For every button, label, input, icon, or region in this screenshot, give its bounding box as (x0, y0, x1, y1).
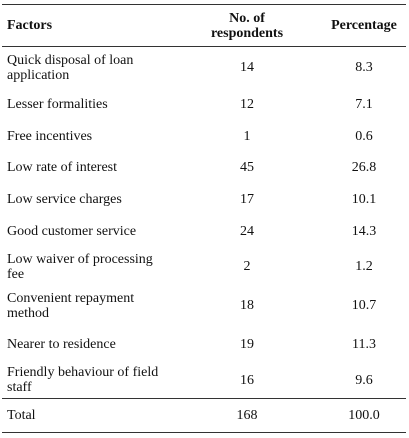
table-row: Quick disposal of loan application 14 8.3 (2, 47, 406, 89)
table-cell: 12 (240, 97, 254, 112)
header-cell: Percentage (331, 18, 397, 33)
table-cell: 45 (240, 160, 254, 175)
table-body: Quick disposal of loan application 14 8.3 L… (2, 47, 406, 399)
table-cell: 9.6 (355, 372, 373, 388)
table-cell: Nearer to residence (7, 336, 116, 352)
table-cell: 0.6 (355, 128, 373, 144)
header-cell: No. of respondents (172, 5, 322, 47)
table-cell: Low service charges (7, 192, 122, 207)
total-cell: 168 (236, 408, 258, 423)
total-row: Total 168 100.0 (2, 398, 406, 433)
table-cell: 11.3 (352, 336, 376, 352)
total-cell: Total (7, 408, 36, 423)
table-row: Low waiver of processing fee 2 1.2 (2, 248, 406, 286)
header-text: No. of respondents (210, 10, 284, 41)
table-cell: 1.2 (355, 259, 373, 274)
table-cell: 2 (243, 259, 251, 274)
total-cell: 100.0 (348, 408, 380, 423)
table-cell: 14 (240, 60, 254, 76)
table-cell: 24 (240, 224, 254, 239)
table-row: Good customer service 24 14.3 (2, 216, 406, 248)
header-row: Factors No. of respondents Percentage (2, 4, 406, 47)
table-cell: Quick disposal of loan application (7, 52, 134, 83)
table-cell: 10.1 (351, 192, 377, 207)
table-cell: Low rate of interest (7, 160, 118, 175)
table-row: Friendly behaviour of field staff 16 9.6 (2, 363, 406, 399)
data-table: Factors No. of respondents Percentage Qu… (2, 4, 406, 433)
table-cell: Friendly behaviour of field staff (7, 365, 159, 396)
table-cell: 18 (240, 298, 254, 313)
table-cell: 10.7 (351, 298, 377, 313)
table-cell: Good customer service (7, 224, 137, 239)
table-cell: 7.1 (355, 97, 373, 112)
table-row: Lesser formalities 12 7.1 (2, 89, 406, 121)
table-row: Free incentives 1 0.6 (2, 121, 406, 152)
table-cell: 17 (240, 192, 254, 207)
header-cell: Factors (7, 18, 53, 33)
table-cell: 8.3 (355, 60, 373, 76)
table-row: Low service charges 17 10.1 (2, 184, 406, 216)
table-cell: 16 (240, 372, 254, 388)
table-cell: 26.8 (351, 160, 377, 175)
table-cell: Convenient repayment method (7, 290, 135, 321)
table-cell: 19 (240, 336, 254, 352)
table-cell: Free incentives (7, 128, 93, 144)
table-cell: 14.3 (351, 224, 377, 239)
table-row: Low rate of interest 45 26.8 (2, 152, 406, 184)
table-cell: Lesser formalities (7, 97, 108, 112)
table-footer: Total 168 100.0 (2, 398, 406, 433)
table-header: Factors No. of respondents Percentage (2, 4, 406, 47)
table-row: Convenient repayment method 18 10.7 (2, 286, 406, 326)
table-row: Nearer to residence 19 11.3 (2, 326, 406, 363)
table-cell: Low waiver of processing fee (7, 251, 153, 282)
table-cell: 1 (243, 128, 251, 144)
